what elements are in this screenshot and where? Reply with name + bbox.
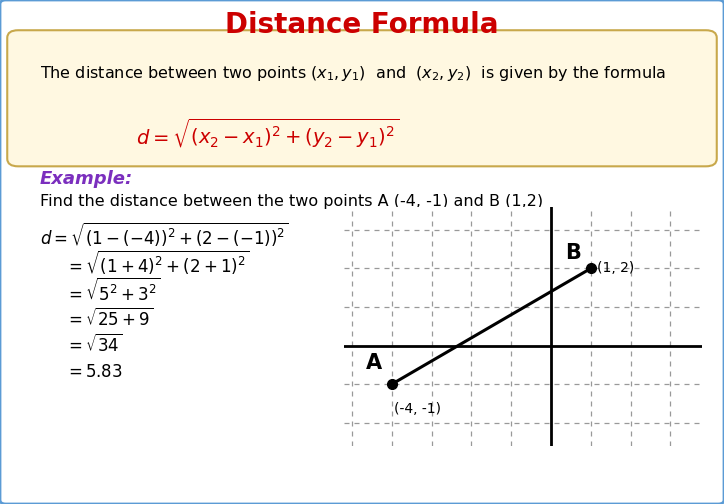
Text: A: A <box>366 353 382 373</box>
Text: $= 5.83$: $= 5.83$ <box>65 363 123 381</box>
FancyBboxPatch shape <box>7 30 717 166</box>
Text: Distance Formula: Distance Formula <box>225 11 499 39</box>
Text: $= \sqrt{\left(1+4\right)^2 + \left(2+1\right)^2}$: $= \sqrt{\left(1+4\right)^2 + \left(2+1\… <box>65 249 250 277</box>
Text: The distance between two points $(x_1, y_1)$  and  $(x_2, y_2)$  is given by the: The distance between two points $(x_1, y… <box>40 64 666 83</box>
Text: Example:: Example: <box>40 170 133 188</box>
Text: $= \sqrt{34}$: $= \sqrt{34}$ <box>65 334 122 356</box>
Text: Find the distance between the two points A (-4, -1) and B (1,2): Find the distance between the two points… <box>40 194 543 209</box>
Text: $= \sqrt{25 + 9}$: $= \sqrt{25 + 9}$ <box>65 307 153 330</box>
Text: $= \sqrt{5^2 + 3^2}$: $= \sqrt{5^2 + 3^2}$ <box>65 278 161 305</box>
Text: (1, 2): (1, 2) <box>597 262 634 275</box>
Text: (-4, -1): (-4, -1) <box>394 402 441 416</box>
Text: $d = \sqrt{\left(1-(-4)\right)^2 + \left(2-(-1)\right)^2}$: $d = \sqrt{\left(1-(-4)\right)^2 + \left… <box>40 220 289 248</box>
Text: B: B <box>565 242 581 263</box>
Text: $d = \sqrt{\left(x_2 - x_1\right)^2 + \left(y_2 - y_1\right)^2}$: $d = \sqrt{\left(x_2 - x_1\right)^2 + \l… <box>136 117 400 150</box>
